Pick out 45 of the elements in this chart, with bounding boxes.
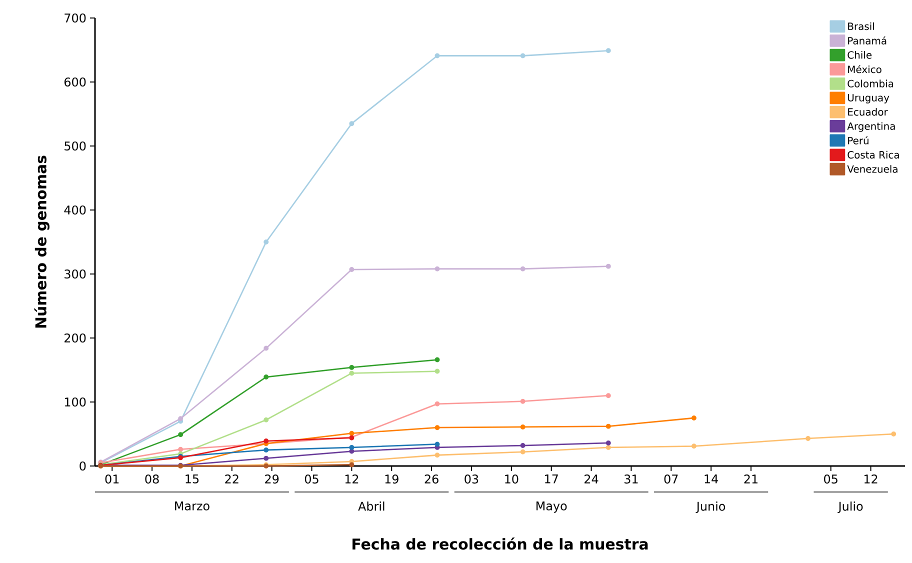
legend-label: México bbox=[848, 65, 882, 74]
y-tick-label: 300 bbox=[64, 269, 86, 279]
x-tick-label: 31 bbox=[624, 474, 638, 484]
x-tick-label: 03 bbox=[464, 474, 478, 484]
legend-label: Panamá bbox=[848, 36, 886, 45]
text: Mayo bbox=[536, 502, 567, 513]
legend-label: Perú bbox=[848, 136, 868, 144]
legend-label: Chile bbox=[848, 51, 872, 59]
legend-label: Venezuela bbox=[847, 165, 898, 173]
x-axis-title: Fecha de recolección de la muestra bbox=[352, 538, 648, 550]
x-tick-label: 12 bbox=[345, 474, 358, 484]
x-tick-label: 22 bbox=[225, 474, 238, 484]
y-axis-title: Número de genomas bbox=[34, 156, 50, 328]
text: Junio bbox=[696, 502, 726, 513]
x-tick-label: 26 bbox=[424, 474, 438, 484]
x-tick-label: 07 bbox=[664, 474, 678, 484]
y-tick-label: 400 bbox=[64, 205, 86, 215]
legend-label: Costa Rica bbox=[848, 150, 899, 159]
x-tick-label: 17 bbox=[545, 474, 558, 484]
x-tick-label: 15 bbox=[186, 474, 199, 484]
y-tick-label: 600 bbox=[64, 77, 86, 87]
x-tick-label: 14 bbox=[704, 474, 718, 484]
y-tick-label: 0 bbox=[80, 461, 86, 471]
y-tick-label: 200 bbox=[64, 333, 86, 343]
text: Marzo bbox=[175, 502, 210, 510]
x-tick-label: 29 bbox=[265, 474, 279, 484]
legend-label: Argentina bbox=[847, 122, 895, 132]
y-tick-label: 500 bbox=[64, 141, 86, 151]
text: Julio bbox=[838, 502, 863, 513]
legend-label: Brasil bbox=[848, 22, 874, 30]
x-tick-label: 10 bbox=[505, 474, 518, 484]
y-tick-label: 700 bbox=[64, 13, 86, 23]
x-tick-label: 08 bbox=[145, 474, 159, 484]
x-tick-label: 05 bbox=[304, 474, 318, 484]
y-tick-label: 100 bbox=[64, 397, 86, 407]
text: Abril bbox=[358, 502, 384, 511]
x-tick-label: 01 bbox=[105, 474, 119, 484]
legend-label: Ecuador bbox=[848, 108, 888, 116]
x-tick-label: 05 bbox=[824, 474, 838, 484]
x-tick-label: 24 bbox=[584, 474, 598, 484]
x-tick-label: 21 bbox=[744, 474, 758, 484]
legend-label: Uruguay bbox=[848, 94, 890, 104]
x-tick-label: 19 bbox=[385, 474, 398, 484]
x-tick-label: 12 bbox=[864, 474, 878, 484]
legend-label: Colombia bbox=[848, 80, 894, 88]
